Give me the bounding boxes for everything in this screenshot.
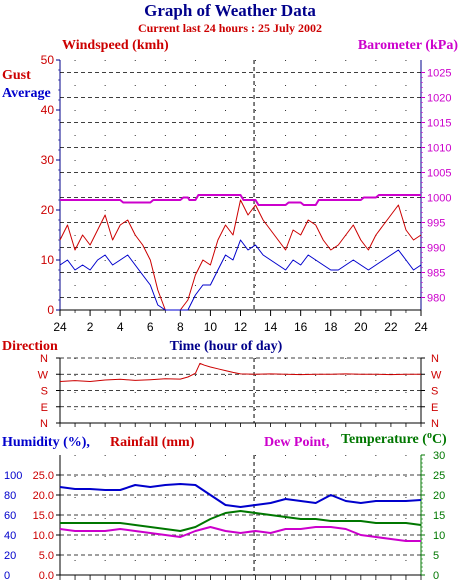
panel1-right-tick-label: 990 bbox=[427, 243, 445, 255]
panel1-right-tick-label: 980 bbox=[427, 293, 445, 305]
rainfall-tick-label: 5.0 bbox=[39, 550, 54, 562]
panel1-left-tick-label: 50 bbox=[41, 53, 55, 67]
panel1-right-tick-label: 1025 bbox=[427, 68, 451, 80]
chart-frames bbox=[59, 60, 422, 576]
panel1-right-tick-label: 995 bbox=[427, 218, 445, 230]
chart-ticks: 9809859909951000100510101015102010250102… bbox=[4, 53, 451, 582]
direction-label: Direction bbox=[2, 339, 58, 354]
humidity-axis-label: Humidity (%), bbox=[2, 435, 90, 450]
series-humidity bbox=[59, 483, 422, 508]
windspeed-axis-label: Windspeed (kmh) bbox=[62, 38, 169, 53]
panel2-right-tick-label: S bbox=[431, 386, 438, 398]
panel2-right-tick-label: W bbox=[431, 369, 442, 381]
x-tick-label: 6 bbox=[147, 320, 154, 334]
panel2-left-tick-label: E bbox=[41, 402, 48, 414]
rainfall-tick-label: 10.0 bbox=[33, 530, 54, 542]
panel1-left-tick-label: 0 bbox=[47, 303, 54, 317]
rainfall-tick-label: 15.0 bbox=[33, 510, 54, 522]
x-tick-label: 14 bbox=[264, 320, 278, 334]
dewpoint-axis-label: Dew Point, bbox=[264, 435, 329, 450]
x-tick-label: 18 bbox=[324, 320, 338, 334]
chart-gridlines bbox=[60, 60, 421, 575]
temperature-tick-label: 15 bbox=[433, 510, 445, 522]
rainfall-tick-label: 0.0 bbox=[39, 570, 54, 582]
x-tick-label: 20 bbox=[354, 320, 368, 334]
panel2-left-tick-label: N bbox=[40, 353, 48, 365]
rainfall-tick-label: 25.0 bbox=[33, 470, 54, 482]
rainfall-tick-label: 20.0 bbox=[33, 490, 54, 502]
panel1-right-tick-label: 985 bbox=[427, 268, 445, 280]
page-title: Graph of Weather Data bbox=[144, 1, 316, 20]
x-tick-label: 22 bbox=[384, 320, 398, 334]
x-tick-label: 4 bbox=[117, 320, 124, 334]
x-tick-label: 10 bbox=[204, 320, 218, 334]
temperature-tick-label: 5 bbox=[433, 550, 439, 562]
rainfall-axis-label: Rainfall (mm) bbox=[110, 435, 195, 450]
x-tick-label: 24 bbox=[414, 320, 428, 334]
panel2-right-tick-label: N bbox=[431, 418, 439, 430]
time-axis-label: Time (hour of day) bbox=[170, 339, 283, 354]
panel2-left-tick-label: S bbox=[41, 386, 48, 398]
panel1-right-tick-label: 1010 bbox=[427, 143, 451, 155]
x-tick-label: 16 bbox=[294, 320, 308, 334]
series-average bbox=[59, 239, 422, 311]
x-tick-label: 2 bbox=[87, 320, 94, 334]
page-subtitle: Current last 24 hours : 25 July 2002 bbox=[138, 21, 322, 35]
humidity-tick-label: 20 bbox=[4, 550, 16, 562]
panel1-left-tick-label: 40 bbox=[41, 103, 55, 117]
temperature-axis-label: Temperature (oC) bbox=[341, 430, 447, 447]
panel1-left-tick-label: 30 bbox=[41, 153, 55, 167]
panel2-right-tick-label: E bbox=[431, 402, 438, 414]
humidity-tick-label: 0 bbox=[4, 570, 10, 582]
temperature-tick-label: 25 bbox=[433, 470, 445, 482]
panel2-left-tick-label: W bbox=[38, 369, 49, 381]
temperature-tick-label: 0 bbox=[433, 570, 439, 582]
temperature-tick-label: 10 bbox=[433, 530, 445, 542]
panel1-right-tick-label: 1000 bbox=[427, 193, 451, 205]
panel2-left-tick-label: N bbox=[40, 418, 48, 430]
temperature-tick-label: 20 bbox=[433, 490, 445, 502]
x-tick-label: 8 bbox=[177, 320, 184, 334]
barometer-axis-label: Barometer (kPa) bbox=[358, 38, 459, 53]
series-gust bbox=[59, 199, 422, 311]
panel1-left-tick-label: 10 bbox=[41, 253, 55, 267]
x-tick-label: 24 bbox=[53, 320, 67, 334]
humidity-tick-label: 100 bbox=[4, 470, 22, 482]
temperature-tick-label: 30 bbox=[433, 450, 445, 462]
gust-legend-label: Gust bbox=[2, 68, 31, 83]
panel1-right-tick-label: 1020 bbox=[427, 93, 451, 105]
humidity-tick-label: 80 bbox=[4, 490, 16, 502]
series-direction bbox=[59, 362, 421, 382]
x-tick-label: 12 bbox=[234, 320, 248, 334]
humidity-tick-label: 40 bbox=[4, 530, 16, 542]
average-legend-label: Average bbox=[2, 86, 51, 101]
panel1-right-tick-label: 1015 bbox=[427, 118, 451, 130]
series-barometer bbox=[60, 194, 421, 206]
panel1-right-tick-label: 1005 bbox=[427, 168, 451, 180]
series-dewpoint bbox=[59, 526, 421, 542]
panel2-right-tick-label: N bbox=[431, 353, 439, 365]
panel1-left-tick-label: 20 bbox=[41, 203, 55, 217]
chart-series bbox=[59, 194, 422, 542]
humidity-tick-label: 60 bbox=[4, 510, 16, 522]
series-temperature bbox=[60, 510, 422, 532]
